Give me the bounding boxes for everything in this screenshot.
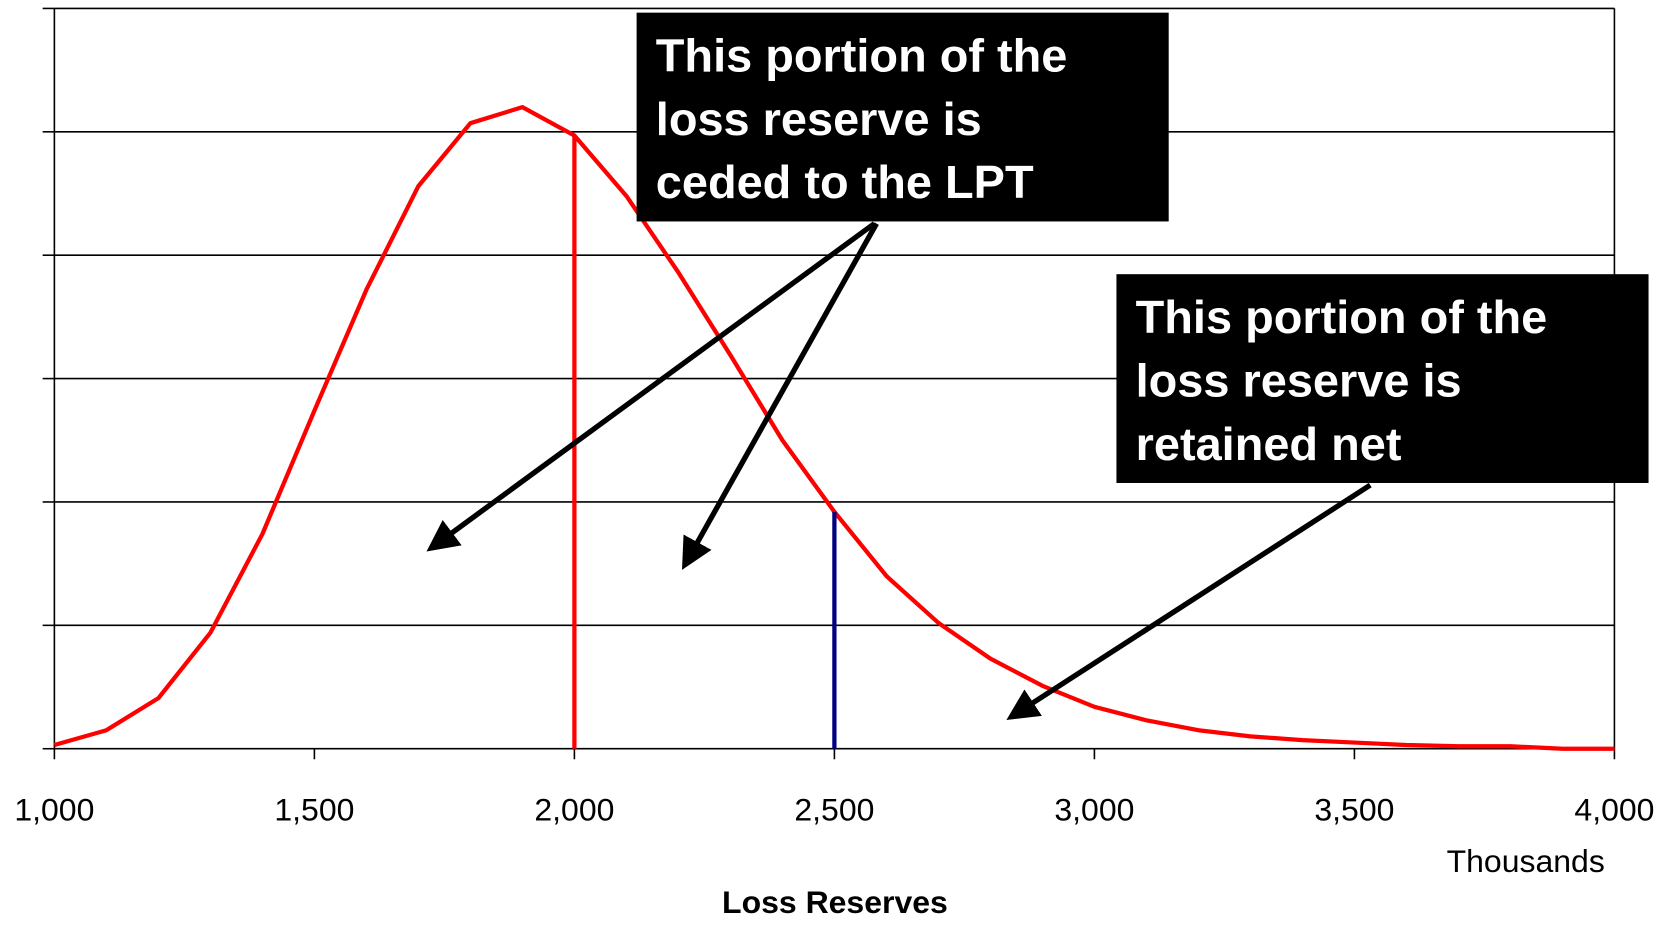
- grid: 1,000 1,500 2,000 2,500 3,000 3,500 4,000: [14, 7, 1654, 828]
- annotation-box: [1116, 274, 1649, 483]
- annotation-text: retained net: [1136, 418, 1402, 470]
- x-tick-label: 3,500: [1314, 792, 1394, 828]
- x-tick-label: 3,000: [1054, 792, 1134, 828]
- arrow: [1006, 482, 1372, 720]
- annotation-text: This portion of the: [1136, 291, 1548, 343]
- annotation-text: This portion of the: [656, 30, 1068, 82]
- annotations: This portion of the loss reserve is cede…: [426, 12, 1649, 720]
- x-tick-label: 2,000: [534, 792, 614, 828]
- arrow: [426, 221, 876, 552]
- x-tick-label: 1,000: [14, 792, 94, 828]
- annotation-text: loss reserve is: [1136, 355, 1462, 407]
- arrow: [681, 222, 879, 570]
- annotation-box: [636, 12, 1169, 222]
- x-axis-label: Loss Reserves: [722, 884, 948, 920]
- x-tick-label: 2,500: [794, 792, 874, 828]
- x-tick-label: 1,500: [274, 792, 354, 828]
- annotation-text: ceded to the LPT: [656, 156, 1034, 208]
- x-tick-label: 4,000: [1574, 792, 1654, 828]
- annotation-text: loss reserve is: [656, 93, 982, 145]
- x-unit-label: Thousands: [1447, 843, 1605, 879]
